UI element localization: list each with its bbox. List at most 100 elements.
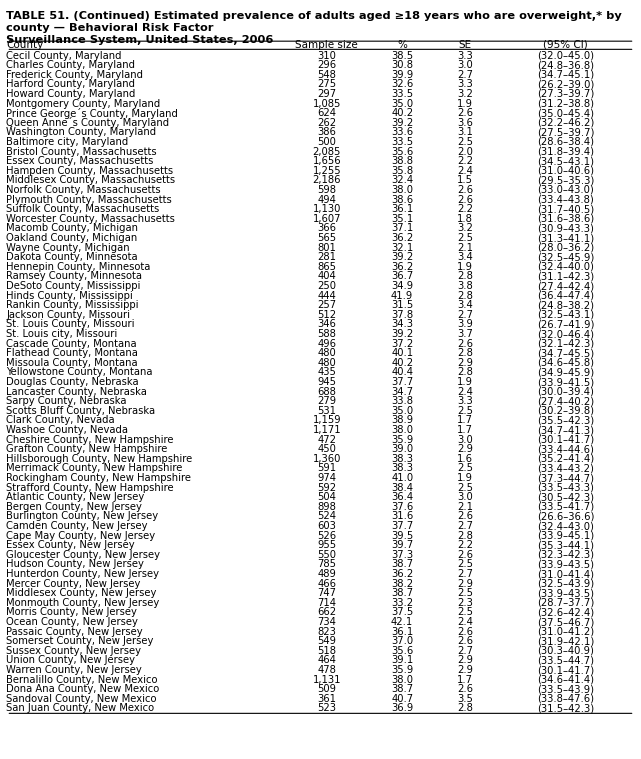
Text: 2.3: 2.3	[457, 598, 473, 608]
Text: (30.0–39.4): (30.0–39.4)	[537, 386, 594, 397]
Text: 603: 603	[317, 521, 337, 531]
Text: 747: 747	[317, 588, 337, 598]
Text: 489: 489	[317, 569, 337, 579]
Text: County: County	[6, 39, 44, 49]
Text: 37.3: 37.3	[391, 550, 413, 560]
Text: 3.9: 3.9	[457, 320, 473, 329]
Text: Somerset County, New Jersey: Somerset County, New Jersey	[6, 636, 154, 646]
Text: 2.4: 2.4	[457, 386, 473, 397]
Text: Prince George´s County, Maryland: Prince George´s County, Maryland	[6, 108, 178, 118]
Text: 37.1: 37.1	[391, 223, 413, 234]
Text: Plymouth County, Massachusetts: Plymouth County, Massachusetts	[6, 194, 172, 205]
Text: (31.0–41.2): (31.0–41.2)	[537, 627, 594, 637]
Text: Essex County, Massachusetts: Essex County, Massachusetts	[6, 156, 154, 166]
Text: 38.6: 38.6	[391, 194, 413, 205]
Text: Atlantic County, New Jersey: Atlantic County, New Jersey	[6, 493, 145, 502]
Text: 2.6: 2.6	[457, 109, 473, 118]
Text: Charles County, Maryland: Charles County, Maryland	[6, 60, 135, 70]
Text: 1,085: 1,085	[313, 99, 341, 109]
Text: 2.7: 2.7	[457, 310, 473, 320]
Text: 38.2: 38.2	[391, 578, 413, 589]
Text: Washoe County, Nevada: Washoe County, Nevada	[6, 425, 128, 435]
Text: 512: 512	[317, 310, 337, 320]
Text: 37.7: 37.7	[391, 377, 413, 387]
Text: Sussex County, New Jersey: Sussex County, New Jersey	[6, 646, 142, 656]
Text: 734: 734	[317, 617, 337, 627]
Text: 2.5: 2.5	[457, 607, 473, 618]
Text: 2.9: 2.9	[457, 357, 473, 368]
Text: Hillsborough County, New Hampshire: Hillsborough County, New Hampshire	[6, 454, 193, 464]
Text: Frederick County, Maryland: Frederick County, Maryland	[6, 70, 144, 80]
Text: 37.0: 37.0	[391, 636, 413, 646]
Text: Sarpy County, Nebraska: Sarpy County, Nebraska	[6, 396, 127, 406]
Text: Grafton County, New Hampshire: Grafton County, New Hampshire	[6, 444, 168, 454]
Text: (33.8–47.6): (33.8–47.6)	[537, 694, 594, 704]
Text: 2.4: 2.4	[457, 165, 473, 176]
Text: Cecil County, Maryland: Cecil County, Maryland	[6, 51, 122, 61]
Text: 36.1: 36.1	[391, 627, 413, 637]
Text: (36.4–47.4): (36.4–47.4)	[537, 291, 594, 301]
Text: (31.7–40.5): (31.7–40.5)	[537, 204, 594, 214]
Text: (30.2–39.8): (30.2–39.8)	[537, 406, 594, 416]
Text: 32.6: 32.6	[391, 80, 413, 90]
Text: (35.0–45.4): (35.0–45.4)	[537, 109, 594, 118]
Text: 3.4: 3.4	[457, 252, 473, 262]
Text: 1.6: 1.6	[457, 454, 473, 464]
Text: (31.3–41.1): (31.3–41.1)	[537, 233, 594, 243]
Text: 504: 504	[317, 493, 337, 502]
Text: Cheshire County, New Hampshire: Cheshire County, New Hampshire	[6, 435, 174, 445]
Text: (31.2–38.8): (31.2–38.8)	[537, 99, 594, 109]
Text: 1.9: 1.9	[457, 473, 473, 483]
Text: 33.6: 33.6	[391, 128, 413, 137]
Text: 40.1: 40.1	[391, 348, 413, 358]
Text: Oakland County, Michigan: Oakland County, Michigan	[6, 233, 138, 243]
Text: 36.4: 36.4	[391, 493, 413, 502]
Text: (34.5–43.1): (34.5–43.1)	[537, 156, 594, 166]
Text: 3.3: 3.3	[457, 80, 473, 90]
Text: (32.4–43.0): (32.4–43.0)	[537, 521, 594, 531]
Text: 33.5: 33.5	[391, 137, 413, 147]
Text: 39.1: 39.1	[391, 656, 413, 666]
Text: (95% CI): (95% CI)	[543, 39, 588, 49]
Text: DeSoto County, Mississippi: DeSoto County, Mississippi	[6, 281, 141, 291]
Text: (32.6–42.4): (32.6–42.4)	[537, 607, 594, 618]
Text: 2.5: 2.5	[457, 559, 473, 569]
Text: 38.5: 38.5	[391, 51, 413, 61]
Text: 1,360: 1,360	[313, 454, 341, 464]
Text: 2.8: 2.8	[457, 531, 473, 540]
Text: 35.9: 35.9	[391, 435, 413, 445]
Text: (30.3–40.9): (30.3–40.9)	[537, 646, 594, 656]
Text: Middlesex County, New Jersey: Middlesex County, New Jersey	[6, 588, 157, 598]
Text: 37.6: 37.6	[391, 502, 413, 512]
Text: (34.6–41.4): (34.6–41.4)	[537, 675, 594, 685]
Text: Morris County, New Jersey: Morris County, New Jersey	[6, 607, 137, 618]
Text: 2.5: 2.5	[457, 464, 473, 474]
Text: 36.2: 36.2	[391, 569, 413, 579]
Text: 281: 281	[317, 252, 337, 262]
Text: 2,186: 2,186	[313, 175, 341, 185]
Text: (34.7–41.3): (34.7–41.3)	[537, 425, 594, 435]
Text: (34.7–45.1): (34.7–45.1)	[537, 70, 594, 80]
Text: 548: 548	[317, 70, 337, 80]
Text: 1.9: 1.9	[457, 99, 473, 109]
Text: 531: 531	[317, 406, 337, 416]
Text: Ocean County, New Jersey: Ocean County, New Jersey	[6, 617, 138, 627]
Text: 2.4: 2.4	[457, 617, 473, 627]
Text: 588: 588	[317, 329, 337, 339]
Text: (33.9–41.5): (33.9–41.5)	[537, 377, 594, 387]
Text: 2.2: 2.2	[457, 540, 473, 550]
Text: (24.8–36.8): (24.8–36.8)	[537, 60, 594, 70]
Text: 39.9: 39.9	[391, 70, 413, 80]
Text: (33.4–44.6): (33.4–44.6)	[537, 444, 594, 454]
Text: 472: 472	[317, 435, 337, 445]
Text: 250: 250	[317, 281, 337, 291]
Text: Union County, New Jersey: Union County, New Jersey	[6, 656, 135, 666]
Text: 1,607: 1,607	[313, 214, 341, 224]
Text: (33.9–43.5): (33.9–43.5)	[537, 588, 594, 598]
Text: (28.7–37.7): (28.7–37.7)	[537, 598, 594, 608]
Text: 898: 898	[317, 502, 337, 512]
Text: 1.7: 1.7	[457, 415, 473, 426]
Text: 3.0: 3.0	[457, 493, 473, 502]
Text: (31.5–42.3): (31.5–42.3)	[537, 704, 594, 713]
Text: 1,255: 1,255	[312, 165, 341, 176]
